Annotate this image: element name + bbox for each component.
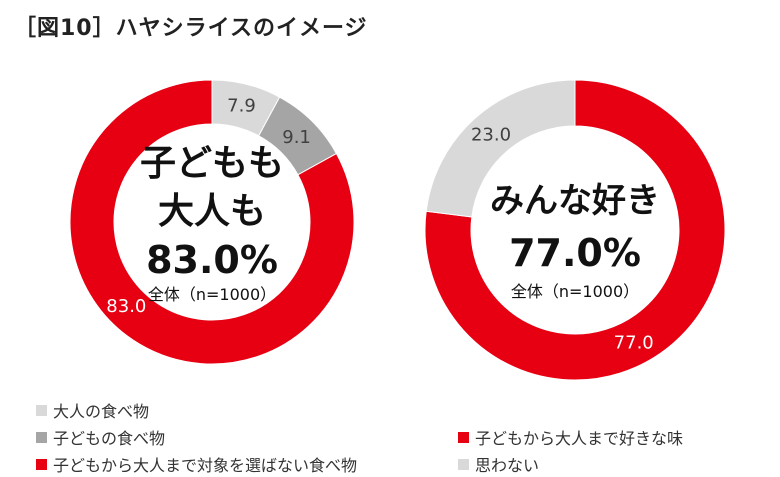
chart-title: ［図10］ハヤシライスのイメージ: [14, 16, 368, 41]
left-center-note: 全体（n=1000）: [147, 285, 277, 304]
right-center-text: みんな好き 77.0% 全体（n=1000）: [475, 175, 675, 305]
legend-swatch: [458, 431, 469, 443]
legend-label: 子どもから大人まで対象を選ばない食べ物: [53, 456, 358, 475]
donut-slice: [425, 79, 576, 218]
left-center-line2: 大人も: [157, 191, 266, 232]
legend-label: 思わない: [475, 456, 540, 475]
left-center-line1: 子どもも: [139, 143, 284, 184]
data-label: 7.9: [227, 96, 256, 117]
legend-swatch: [36, 458, 47, 470]
legend-item: 子どもから大人まで対象を選ばない食べ物: [36, 452, 357, 476]
left-center-line3: 83.0%: [146, 238, 278, 282]
data-label: 83.0: [106, 296, 146, 317]
legend-label: 子どもの食べ物: [53, 429, 166, 448]
legend-swatch: [36, 431, 47, 443]
legend-item: 大人の食べ物: [36, 398, 149, 422]
legend-item: 子どもから大人まで好きな味: [458, 425, 683, 449]
legend-label: 大人の食べ物: [53, 402, 150, 421]
legend-item: 子どもの食べ物: [36, 425, 165, 449]
legend-label: 子どもから大人まで好きな味: [475, 429, 684, 448]
legend-swatch: [36, 404, 47, 416]
donut-slice: [424, 79, 726, 381]
right-center-line2: 77.0%: [509, 231, 641, 275]
left-center-text: 子どもも 大人も 83.0% 全体（n=1000）: [112, 140, 312, 306]
donut-slice: [69, 79, 355, 365]
legend-item: 思わない: [458, 452, 539, 476]
data-label: 23.0: [471, 125, 511, 146]
right-center-line1: みんな好き: [490, 181, 660, 221]
right-center-note: 全体（n=1000）: [510, 282, 640, 301]
data-label: 9.1: [282, 127, 311, 148]
data-label: 77.0: [614, 333, 654, 354]
legend-swatch: [458, 458, 469, 470]
